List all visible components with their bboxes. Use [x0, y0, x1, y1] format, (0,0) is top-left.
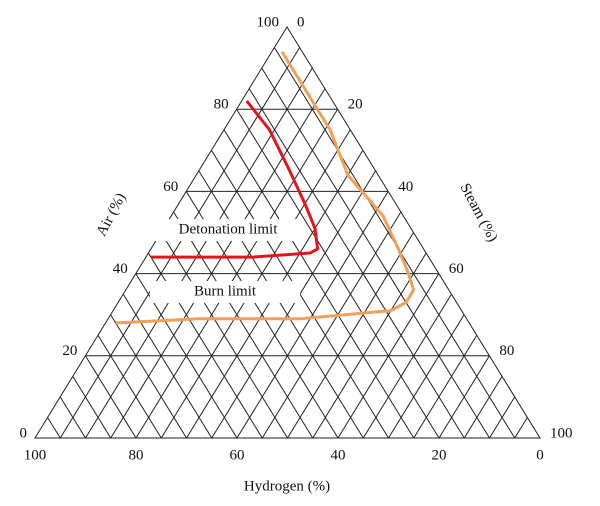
grid-line: [110, 88, 326, 439]
hydrogen-tick-label: 20: [432, 447, 447, 463]
grid-line: [59, 396, 86, 439]
grid-line: [147, 252, 263, 439]
hydrogen-tick-label: 100: [24, 447, 47, 463]
grid-line: [211, 170, 376, 439]
air-tick-label: 100: [257, 14, 280, 30]
limit-curve: [115, 50, 416, 325]
air-tick-label: 20: [62, 343, 77, 359]
steam-tick-label: 100: [550, 425, 573, 441]
grid-line: [97, 334, 162, 439]
air-tick-label: 60: [163, 179, 178, 195]
air-tick-label: 40: [113, 261, 128, 277]
grid-line: [122, 293, 213, 439]
curve-label: Detonation limit: [179, 221, 279, 237]
grid-line: [413, 334, 478, 439]
steam-tick-label: 80: [499, 343, 514, 359]
grid-line: [72, 376, 112, 439]
grid-line: [160, 232, 288, 439]
steam-axis-title: Steam (%): [456, 181, 500, 245]
grid-line: [463, 376, 503, 439]
steam-tick-label: 40: [398, 179, 413, 195]
grid-line: [312, 252, 427, 439]
grid-line: [110, 314, 187, 439]
grid-line: [362, 293, 452, 439]
hydrogen-tick-label: 80: [129, 447, 144, 463]
grid-line: [248, 88, 465, 439]
hydrogen-axis-title: Hydrogen (%): [244, 478, 330, 494]
grid-line: [514, 417, 528, 439]
air-axis-title: Air (%): [94, 191, 130, 239]
grid-line: [59, 47, 301, 439]
air-tick-label: 80: [214, 97, 229, 113]
limit-curve: [150, 100, 320, 259]
steam-tick-label: 0: [297, 14, 305, 30]
grid-line: [223, 129, 415, 439]
air-tick-label: 0: [20, 425, 28, 441]
grid-line: [236, 108, 440, 439]
hydrogen-tick-label: 40: [331, 447, 346, 463]
grid-line: [198, 170, 364, 439]
label-background: [153, 219, 303, 241]
grid-line: [47, 417, 61, 439]
grid-line: [261, 211, 402, 439]
steam-tick-label: 60: [449, 261, 464, 277]
hydrogen-tick-label: 60: [230, 447, 245, 463]
grid-line: [173, 211, 314, 439]
curve-label: Burn limit: [194, 283, 257, 299]
hydrogen-tick-label: 0: [536, 447, 544, 463]
grid-line: [84, 355, 137, 439]
steam-tick-label: 20: [348, 97, 363, 113]
grid-line: [261, 67, 490, 439]
label-background: [150, 281, 300, 303]
